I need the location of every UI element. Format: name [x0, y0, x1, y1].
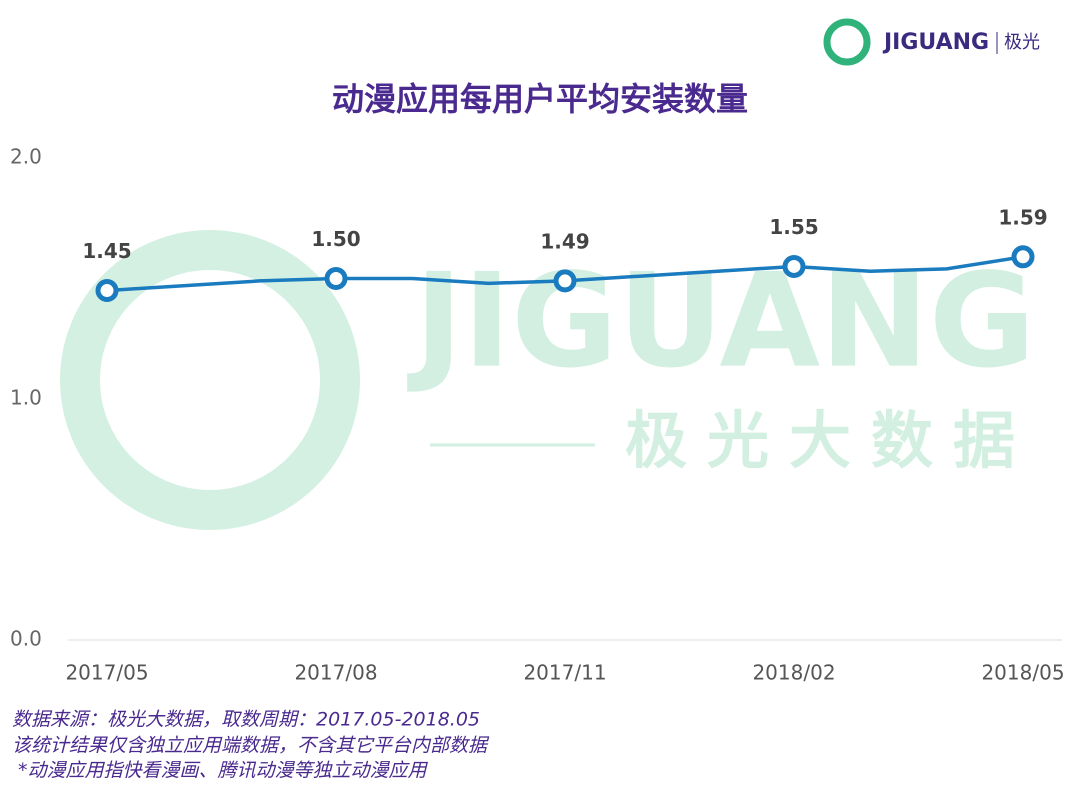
x-tick-label: 2017/11: [523, 661, 606, 685]
x-tick-label: 2018/02: [752, 661, 835, 685]
x-tick-label: 2017/08: [294, 661, 377, 685]
x-tick-label: 2018/05: [981, 661, 1064, 685]
chart-title: 动漫应用每用户平均安装数量: [332, 80, 748, 118]
y-tick-label: 2.0: [10, 145, 42, 169]
watermark-logo: [60, 230, 360, 530]
marker: [95, 279, 119, 303]
data-label: 1.59: [998, 205, 1047, 229]
watermark-brand-cn: 极光大数据: [625, 404, 1035, 477]
data-label: 1.45: [82, 239, 131, 263]
data-label: 1.50: [311, 227, 360, 251]
logo: JIGUANG 极光: [823, 18, 1040, 66]
y-tick-label: 1.0: [10, 386, 42, 410]
footnote: *动漫应用指快看漫画、腾讯动漫等独立动漫应用: [12, 760, 429, 782]
marker: [1011, 245, 1035, 269]
logo-brand: JIGUANG: [882, 30, 989, 55]
data-label: 1.49: [540, 229, 589, 253]
logo-icon: [823, 18, 871, 66]
footnote: 数据来源：极光大数据，取数周期：2017.05-2018.05: [12, 709, 480, 731]
y-tick-label: 0.0: [10, 627, 42, 651]
x-tick-label: 2017/05: [65, 661, 148, 685]
data-label: 1.55: [769, 215, 818, 239]
logo-brand-cn: 极光: [1004, 32, 1040, 53]
footnote: 该统计结果仅含独立应用端数据，不含其它平台内部数据: [12, 735, 490, 757]
marker: [324, 267, 348, 290]
marker: [782, 254, 806, 278]
marker: [553, 269, 577, 293]
